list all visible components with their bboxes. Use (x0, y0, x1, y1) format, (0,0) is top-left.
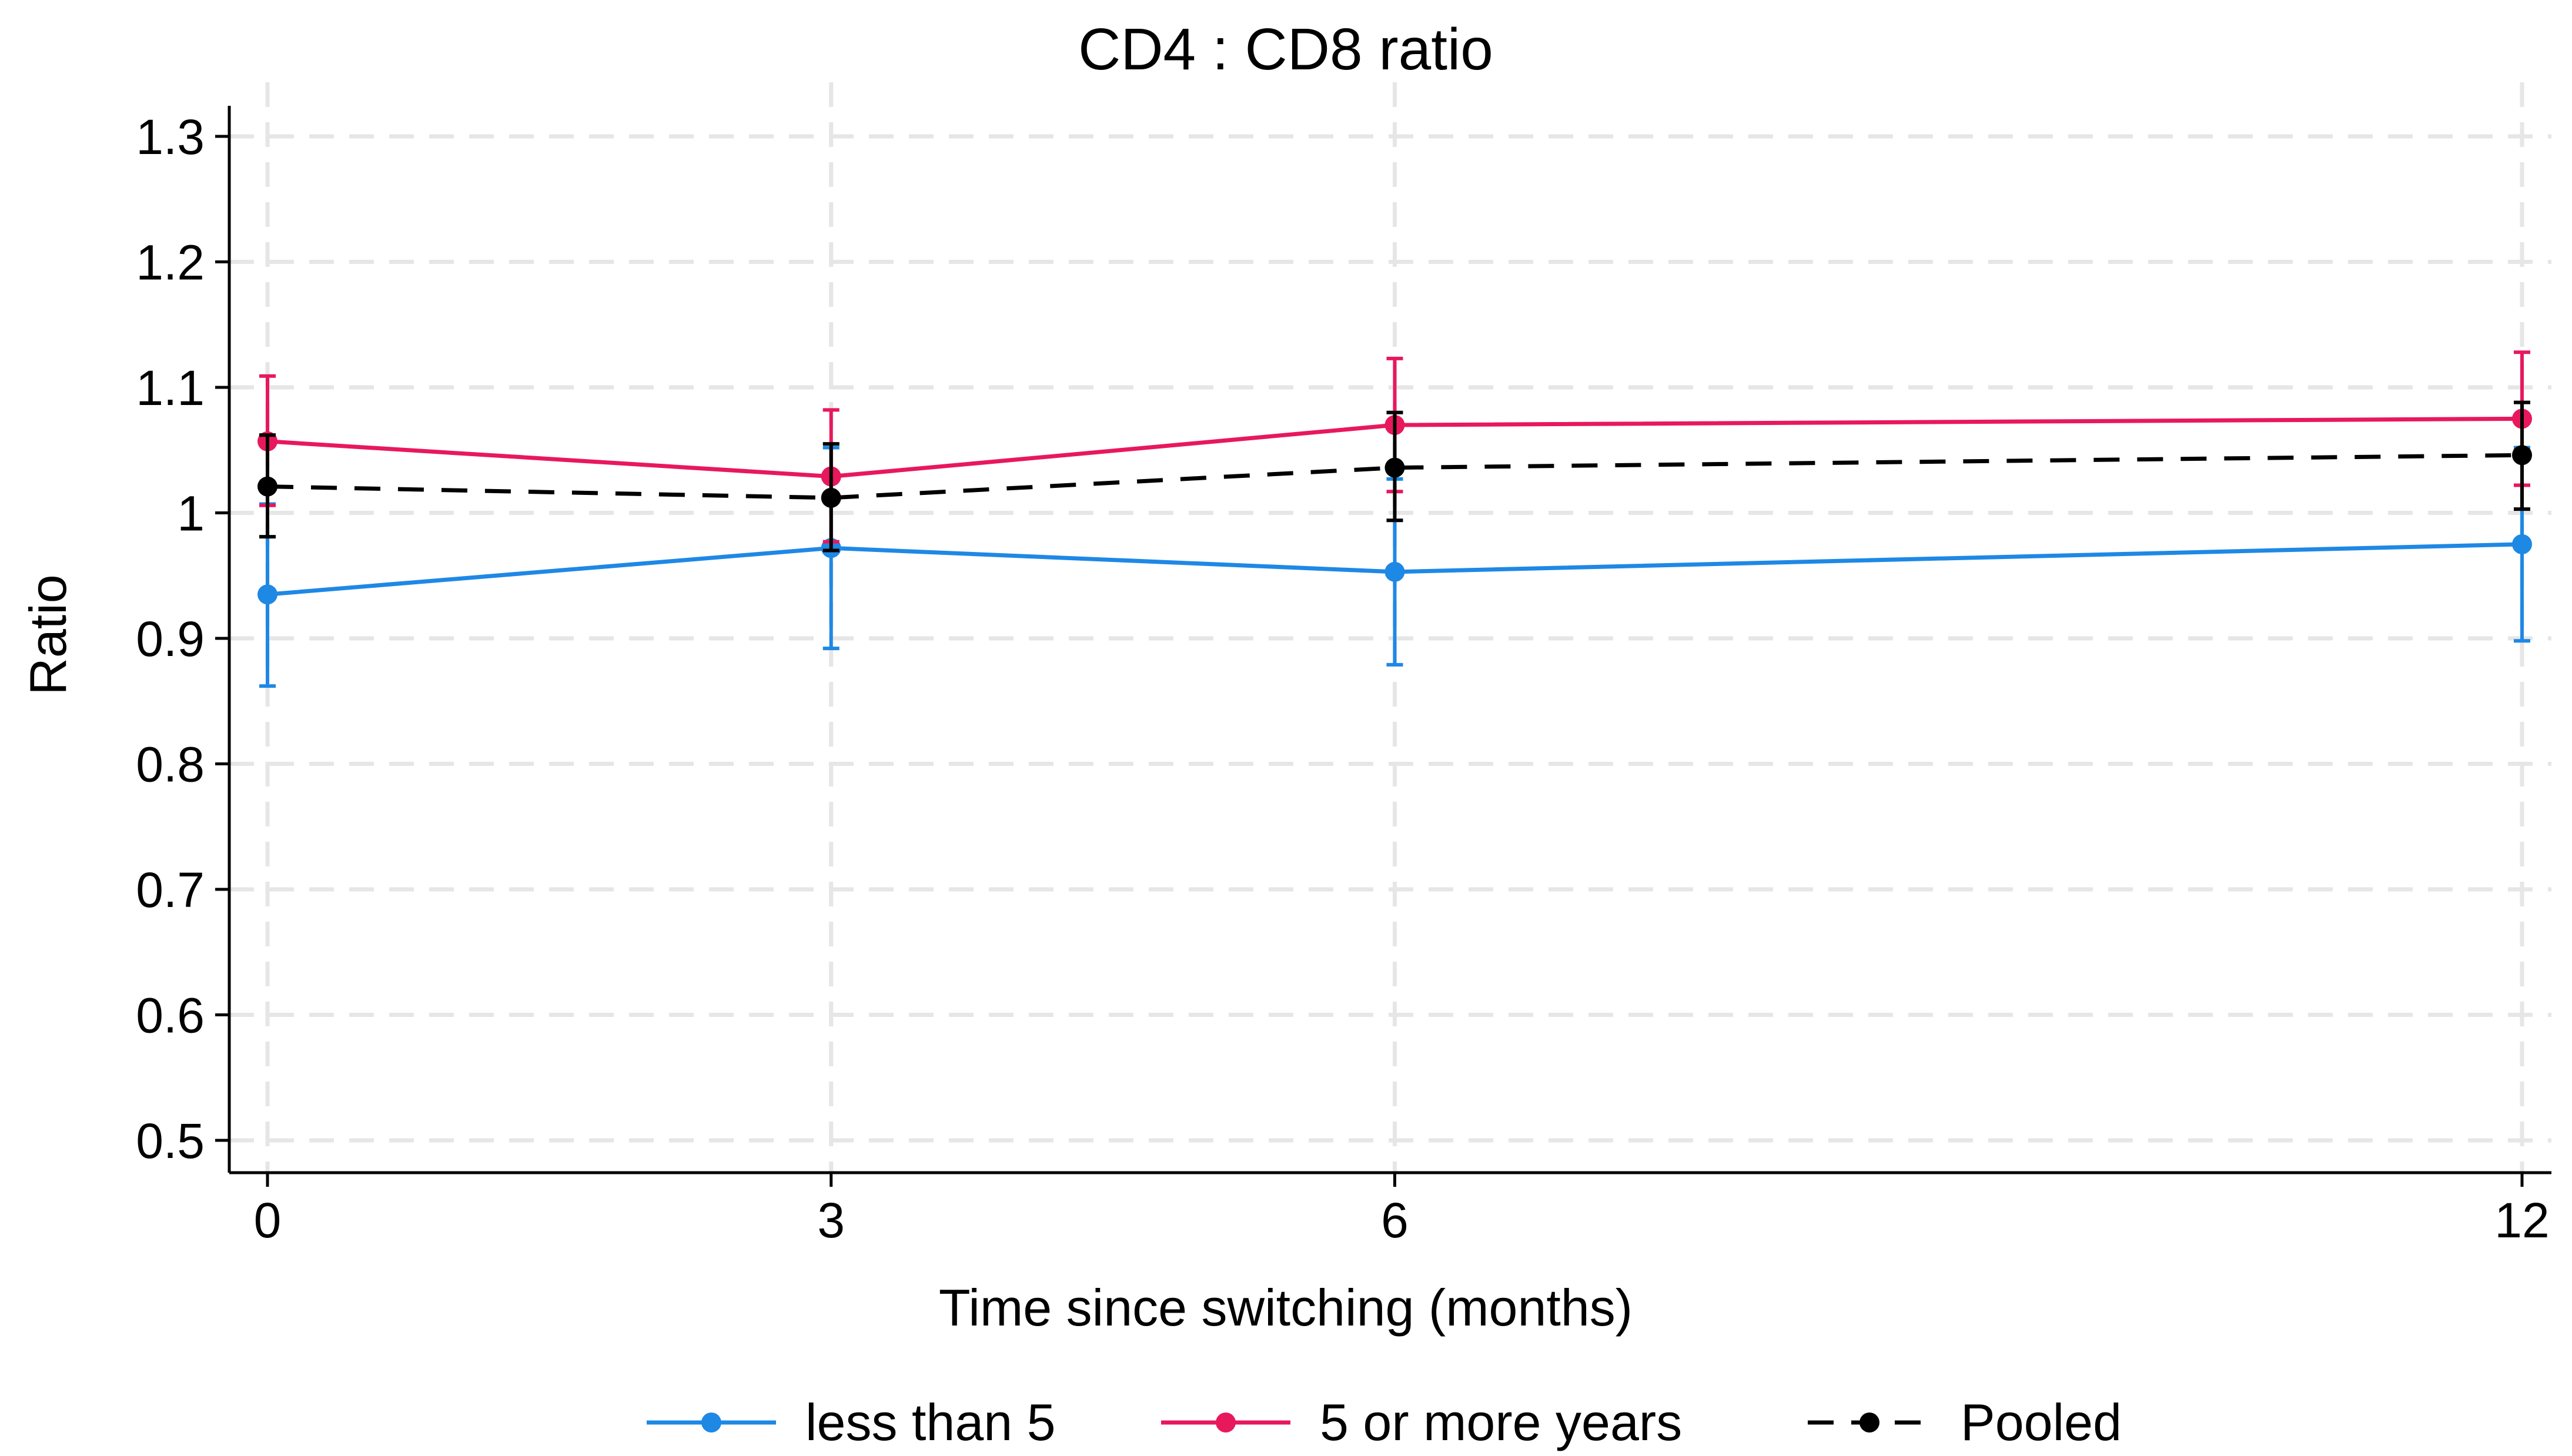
y-tick-label: 1.1 (136, 360, 205, 416)
legend-marker (1859, 1413, 1879, 1432)
series-line (267, 416, 2523, 479)
y-axis-title: Ratio (19, 574, 77, 695)
series-line (267, 453, 2523, 500)
x-tick-label: 12 (2494, 1193, 2549, 1248)
legend-item-2: 5 or more years (1161, 1393, 1682, 1451)
series-3 (257, 400, 2532, 553)
y-tick-label: 0.8 (136, 737, 205, 792)
y-tick-label: 0.7 (136, 862, 205, 918)
y-tick-label: 1.2 (136, 235, 205, 290)
data-point (1384, 457, 1405, 478)
data-point (257, 584, 277, 605)
x-axis-title: Time since switching (months) (939, 1278, 1633, 1337)
x-tick-label: 3 (817, 1193, 845, 1248)
data-point (2512, 445, 2532, 466)
legend-marker (1216, 1413, 1236, 1432)
y-tick-label: 1 (177, 486, 205, 541)
data-point (2512, 534, 2532, 554)
legend-item-3: Pooled (1808, 1393, 2122, 1451)
series (257, 350, 2532, 688)
axes: 0.5 0.6 0.7 0.8 0.9 1 1.1 1.2 1.3 0 3 6 12 (136, 106, 2551, 1248)
y-tick-label: 0.6 (136, 988, 205, 1043)
legend-label: 5 or more years (1320, 1393, 1682, 1451)
legend-label: less than 5 (805, 1393, 1056, 1451)
legend: less than 5 5 or more years Pooled (647, 1393, 2122, 1451)
y-tick-label: 0.9 (136, 611, 205, 667)
data-point (821, 487, 841, 508)
legend-item-1: less than 5 (647, 1393, 1056, 1451)
data-point (1384, 561, 1405, 582)
y-tick-label: 1.3 (136, 109, 205, 165)
data-point (257, 476, 277, 497)
y-tick-label: 0.5 (136, 1113, 205, 1169)
legend-marker (701, 1413, 721, 1432)
legend-label: Pooled (1961, 1393, 2122, 1451)
x-tick-label: 6 (1381, 1193, 1409, 1248)
x-tick-label: 0 (254, 1193, 282, 1248)
grid (229, 82, 2551, 1173)
series-line (267, 542, 2523, 597)
chart-title: CD4 : CD8 ratio (1078, 16, 1493, 82)
